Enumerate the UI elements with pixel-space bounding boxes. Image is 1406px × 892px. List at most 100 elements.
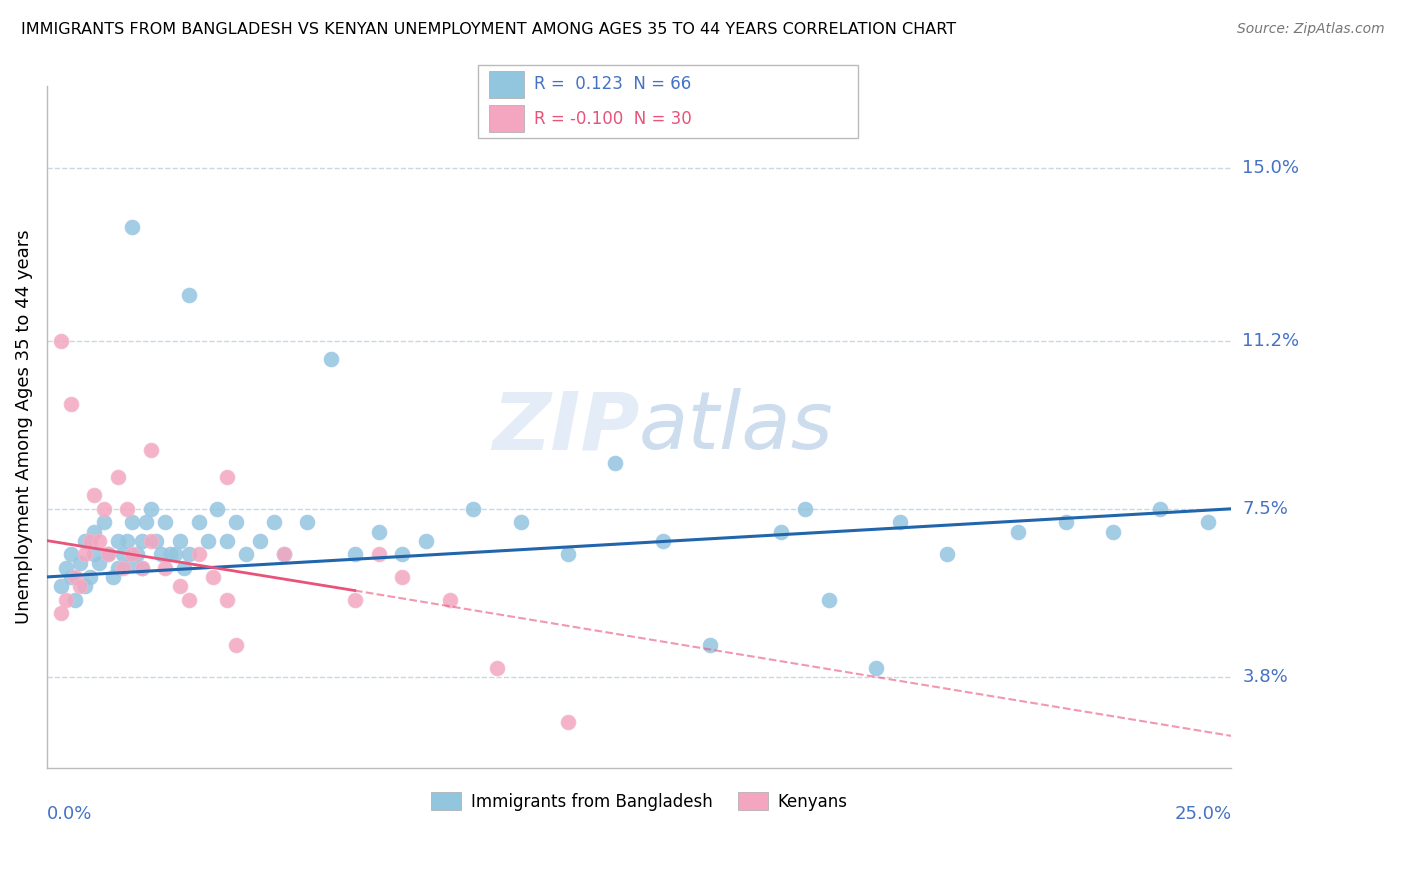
Point: [197, 533, 219, 548]
Point: [273, 547, 295, 561]
Point: [131, 533, 153, 548]
Point: [321, 351, 343, 366]
Point: [1197, 516, 1219, 530]
Point: [59, 570, 82, 584]
Point: [225, 516, 247, 530]
Point: [215, 470, 238, 484]
Point: [139, 533, 162, 548]
Point: [79, 570, 101, 584]
Point: [107, 533, 129, 548]
Point: [889, 516, 911, 530]
Point: [107, 470, 129, 484]
Point: [135, 516, 157, 530]
Point: [155, 561, 177, 575]
Point: [485, 661, 508, 675]
Point: [87, 533, 110, 548]
Point: [83, 488, 105, 502]
Point: [1054, 516, 1077, 530]
Point: [173, 561, 195, 575]
Point: [83, 547, 105, 561]
Point: [121, 220, 143, 235]
Point: [177, 288, 200, 302]
Point: [65, 570, 87, 584]
Point: [139, 442, 162, 457]
Point: [49, 579, 72, 593]
Point: [117, 501, 139, 516]
Text: atlas: atlas: [640, 388, 834, 466]
Point: [73, 579, 96, 593]
Point: [169, 533, 191, 548]
Text: R = -0.100  N = 30: R = -0.100 N = 30: [534, 110, 692, 128]
Point: [65, 592, 87, 607]
Point: [59, 547, 82, 561]
Point: [131, 561, 153, 575]
Point: [169, 579, 191, 593]
Point: [817, 592, 839, 607]
Point: [770, 524, 793, 539]
Point: [69, 557, 91, 571]
Legend: Immigrants from Bangladesh, Kenyans: Immigrants from Bangladesh, Kenyans: [425, 786, 855, 817]
Point: [73, 547, 96, 561]
Text: 11.2%: 11.2%: [1243, 332, 1299, 350]
Point: [794, 501, 817, 516]
Point: [865, 661, 887, 675]
Point: [207, 501, 229, 516]
Point: [605, 456, 627, 470]
Point: [163, 547, 186, 561]
Point: [215, 533, 238, 548]
Point: [55, 592, 77, 607]
Point: [93, 501, 115, 516]
Point: [149, 547, 172, 561]
Point: [936, 547, 959, 561]
Point: [249, 533, 271, 548]
Point: [49, 607, 72, 621]
Text: 25.0%: 25.0%: [1174, 805, 1232, 823]
Point: [139, 501, 162, 516]
Point: [121, 557, 143, 571]
Point: [509, 516, 531, 530]
Point: [699, 638, 721, 652]
Point: [55, 561, 77, 575]
Point: [103, 570, 125, 584]
Point: [557, 547, 579, 561]
Point: [1102, 524, 1125, 539]
Y-axis label: Unemployment Among Ages 35 to 44 years: Unemployment Among Ages 35 to 44 years: [15, 230, 32, 624]
Point: [177, 547, 200, 561]
Point: [463, 501, 485, 516]
Point: [343, 547, 366, 561]
Point: [59, 397, 82, 411]
Text: Source: ZipAtlas.com: Source: ZipAtlas.com: [1237, 22, 1385, 37]
Point: [121, 516, 143, 530]
Point: [159, 547, 181, 561]
Point: [187, 547, 209, 561]
Point: [557, 715, 579, 730]
Point: [235, 547, 257, 561]
Point: [177, 592, 200, 607]
Point: [391, 547, 413, 561]
Point: [73, 533, 96, 548]
Point: [215, 592, 238, 607]
Point: [439, 592, 461, 607]
Point: [1007, 524, 1029, 539]
Point: [117, 533, 139, 548]
Point: [367, 524, 389, 539]
Point: [155, 516, 177, 530]
Point: [69, 579, 91, 593]
Point: [111, 547, 134, 561]
Point: [121, 547, 143, 561]
Point: [145, 533, 167, 548]
Point: [343, 592, 366, 607]
Point: [49, 334, 72, 348]
Point: [273, 547, 295, 561]
Text: 0.0%: 0.0%: [46, 805, 93, 823]
Point: [125, 547, 148, 561]
Point: [97, 547, 120, 561]
Point: [107, 561, 129, 575]
Point: [97, 547, 120, 561]
Text: R =  0.123  N = 66: R = 0.123 N = 66: [534, 75, 692, 93]
Point: [79, 533, 101, 548]
Text: 15.0%: 15.0%: [1243, 159, 1299, 178]
Point: [87, 557, 110, 571]
Point: [391, 570, 413, 584]
Point: [263, 516, 285, 530]
